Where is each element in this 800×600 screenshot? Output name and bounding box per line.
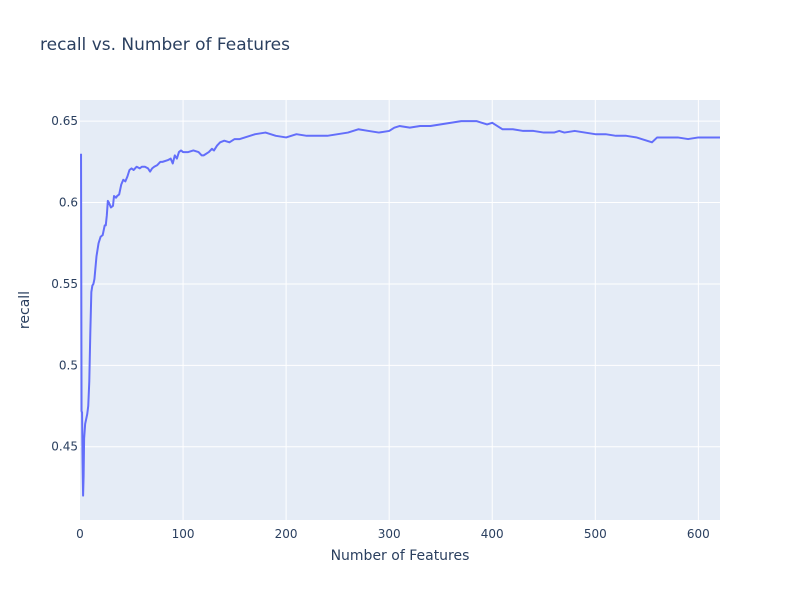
x-tick-label: 100 (172, 527, 195, 541)
x-axis-label: Number of Features (331, 548, 470, 564)
y-tick-label: 0.45 (51, 440, 78, 454)
recall-series-line (80, 120, 720, 497)
x-tick-label: 200 (275, 527, 298, 541)
x-gridlines (182, 100, 699, 520)
x-tick-label: 300 (378, 527, 401, 541)
y-tick-label: 0.5 (59, 358, 78, 372)
y-tick-label: 0.65 (51, 114, 78, 128)
x-tick-label: 400 (481, 527, 504, 541)
x-tick-label: 500 (584, 527, 607, 541)
y-gridlines (80, 120, 720, 448)
y-tick-label: 0.6 (59, 196, 78, 210)
x-axis-ticks: 0 100 200 300 400 500 600 (76, 527, 710, 541)
y-tick-label: 0.55 (51, 277, 78, 291)
y-axis-ticks: 0.45 0.5 0.55 0.6 0.65 (51, 114, 78, 454)
y-axis-label: recall (17, 291, 33, 329)
x-tick-label: 0 (76, 527, 84, 541)
x-tick-label: 600 (687, 527, 710, 541)
plot-area (80, 100, 720, 520)
chart-title: recall vs. Number of Features (40, 35, 290, 55)
